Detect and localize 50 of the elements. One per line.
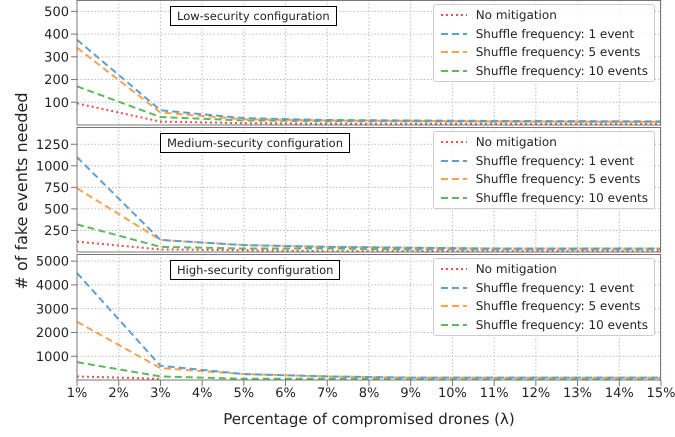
x-tick-label: 15% bbox=[646, 386, 675, 402]
y-tick-label: 500 bbox=[44, 202, 69, 218]
x-tick-label: 6% bbox=[275, 386, 296, 402]
x-tick-label: 9% bbox=[400, 386, 422, 402]
x-tick-label: 12% bbox=[521, 386, 550, 402]
line-series bbox=[77, 187, 661, 250]
legend-label: Shuffle frequency: 10 events bbox=[476, 318, 648, 332]
x-axis-title: Percentage of compromised drones (λ) bbox=[223, 410, 515, 428]
annotation: Low-security configuration bbox=[170, 6, 337, 26]
x-tick-label: 10% bbox=[438, 386, 467, 402]
x-tick-label: 13% bbox=[563, 386, 592, 402]
y-tick-label: 1000 bbox=[36, 350, 69, 365]
y-tick-label: 4000 bbox=[36, 278, 69, 294]
y-tick-label: 300 bbox=[44, 50, 69, 66]
legend-label: Shuffle frequency: 5 events bbox=[476, 172, 640, 186]
y-tick-label: 750 bbox=[44, 180, 69, 196]
legend-label: Shuffle frequency: 1 event bbox=[476, 26, 634, 41]
y-tick-label: 5000 bbox=[36, 254, 69, 270]
x-tick-label: 4% bbox=[192, 386, 212, 402]
legend-label: No mitigation bbox=[476, 135, 557, 150]
y-tick-label: 1000 bbox=[36, 159, 69, 174]
x-tick-label: 8% bbox=[358, 386, 380, 402]
annotation: High-security configuration bbox=[170, 260, 340, 280]
x-tick-label: 3% bbox=[150, 386, 171, 402]
line-series bbox=[77, 156, 661, 250]
y-axis-title: # of fake events needed bbox=[12, 92, 31, 290]
y-tick-label: 1250 bbox=[36, 138, 69, 153]
legend-label: Shuffle frequency: 5 events bbox=[476, 45, 640, 60]
y-tick-label: 100 bbox=[44, 96, 69, 111]
x-tick-label: 5% bbox=[234, 386, 254, 402]
legend-label: No mitigation bbox=[476, 8, 557, 22]
x-tick-label: 11% bbox=[480, 386, 509, 402]
x-tick-label: 2% bbox=[108, 386, 130, 402]
y-tick-label: 250 bbox=[44, 224, 69, 240]
y-tick-label: 200 bbox=[44, 73, 69, 88]
legend-label: Shuffle frequency: 10 events bbox=[476, 64, 648, 78]
legend-label: Shuffle frequency: 1 event bbox=[476, 154, 634, 168]
legend-label: Shuffle frequency: 1 event bbox=[476, 280, 634, 295]
y-tick-label: 2000 bbox=[36, 326, 69, 342]
legend-label: Shuffle frequency: 5 events bbox=[476, 299, 640, 314]
annotation: Medium-security configuration bbox=[160, 133, 350, 153]
y-tick-label: 3000 bbox=[36, 302, 69, 318]
x-tick-label: 7% bbox=[316, 386, 338, 402]
x-tick-label: 14% bbox=[604, 386, 634, 402]
line-series bbox=[77, 85, 661, 123]
legend-label: Shuffle frequency: 10 events bbox=[476, 190, 648, 205]
y-tick-label: 500 bbox=[44, 4, 69, 20]
y-tick-label: 400 bbox=[44, 28, 69, 43]
x-tick-label: 1% bbox=[66, 386, 88, 402]
legend-label: No mitigation bbox=[476, 262, 557, 276]
